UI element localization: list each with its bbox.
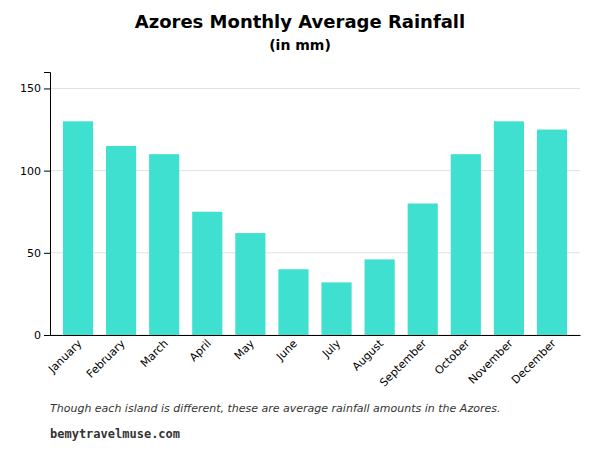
tick-label: June — [273, 337, 300, 364]
y-tick: 100 — [20, 165, 50, 178]
tick-label: January — [45, 337, 85, 377]
bars — [63, 121, 567, 335]
y-tick: 50 — [27, 247, 50, 260]
axis-line — [44, 73, 51, 336]
bar — [192, 212, 222, 335]
bar — [278, 269, 308, 335]
tick-label: July — [319, 337, 343, 361]
bar — [451, 154, 481, 335]
x-tick: February — [84, 337, 128, 381]
subtitle: (in mm) — [269, 37, 331, 53]
tick-label: December — [509, 337, 559, 387]
tick-mark — [44, 171, 50, 172]
x-tick: October — [432, 337, 473, 378]
tick-label: October — [432, 337, 473, 378]
chart: Azores Monthly Average Rainfall (in mm) 0 5… — [0, 0, 600, 450]
tick-label: 100 — [20, 165, 41, 178]
x-tick: December — [509, 337, 559, 387]
x-tick: August — [350, 337, 387, 374]
plot: 0 50 100 150 JanuaryFebruary March April May Jun… — [20, 73, 581, 390]
x-tick: January — [45, 337, 85, 377]
tick-label: 150 — [20, 82, 41, 95]
y-tick: 150 — [20, 82, 50, 95]
tick-label: 50 — [27, 247, 41, 260]
bar — [408, 204, 438, 336]
x-tick: April — [187, 337, 214, 364]
tick-label: 0 — [34, 329, 41, 342]
bar — [149, 154, 179, 335]
x-tick: May — [232, 337, 258, 363]
tick-label: August — [350, 337, 387, 374]
tick-label: March — [138, 337, 171, 370]
x-axis: JanuaryFebruary March April May June July Augu… — [45, 336, 580, 390]
bar — [537, 130, 567, 335]
tick-label: September — [377, 337, 430, 390]
x-tick: July — [319, 337, 343, 361]
x-tick: November — [466, 337, 516, 387]
bar — [365, 259, 395, 335]
bar — [106, 146, 136, 335]
tick-label: April — [187, 337, 214, 364]
bar — [494, 121, 524, 335]
footnote: Though each island is different, these a… — [50, 402, 500, 415]
bar — [321, 282, 351, 335]
y-axis: 0 50 100 150 — [20, 73, 51, 343]
axis-line — [51, 335, 581, 336]
x-tick: June — [273, 337, 300, 364]
title: Azores Monthly Average Rainfall — [135, 11, 465, 32]
tick-mark — [44, 88, 50, 89]
tick-label: February — [84, 337, 128, 381]
bar — [235, 233, 265, 335]
tick-label: May — [232, 337, 258, 363]
bar — [63, 121, 93, 335]
grid — [50, 88, 580, 335]
tick-mark — [44, 335, 50, 336]
x-tick: September — [377, 337, 430, 390]
tick-mark — [44, 253, 50, 254]
grid-line — [50, 88, 580, 89]
watermark: bemytravelmuse.com — [50, 427, 180, 441]
x-tick: March — [138, 337, 171, 370]
y-tick: 0 — [34, 329, 50, 342]
tick-label: November — [466, 337, 516, 387]
